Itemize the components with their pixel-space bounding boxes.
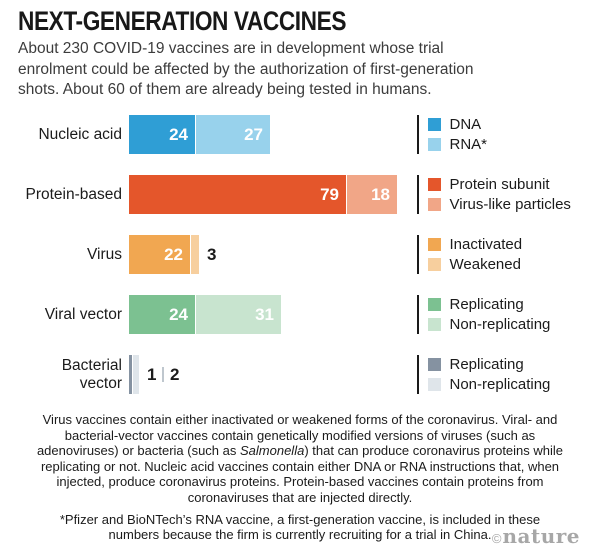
legend-item-non-replicating: Non-replicating	[427, 376, 551, 393]
category-label: Virus	[0, 235, 122, 274]
legend-swatch	[427, 118, 441, 131]
footnote-asterisk: *Pfizer and BioNTech’s RNA vaccine, a fi…	[59, 511, 541, 543]
category-label-line: Protein-based	[25, 185, 122, 203]
bar-segment-rna-: 27	[196, 115, 270, 154]
page-title: NEXT-GENERATION VACCINES	[18, 6, 347, 36]
legend-item-protein-subunit: Protein subunit	[427, 176, 571, 193]
legend-item-inactivated: Inactivated	[427, 236, 523, 253]
bar-segment-replicating: 24	[129, 295, 195, 334]
legend-item-replicating: Replicating	[427, 356, 551, 373]
copyright-symbol: ©	[491, 531, 502, 546]
bar-segment-dna: 24	[129, 115, 195, 154]
legend-item-rna-: RNA*	[427, 136, 488, 153]
header: NEXT-GENERATION VACCINES About 230 COVID…	[18, 6, 578, 101]
legend-label: RNA*	[449, 136, 488, 153]
legend-group: Protein subunit Virus-like particles	[417, 175, 571, 214]
bar-segment-non-replicating	[133, 355, 139, 394]
category-label: Viral vector	[0, 295, 122, 334]
chart-row: Bacterial vector 1 2 Replicating Non-replicat…	[0, 355, 600, 394]
legend-rule	[417, 295, 419, 334]
category-label-line: vector	[79, 374, 122, 392]
legend-label: Replicating	[449, 356, 524, 373]
bar-segment-protein-subunit: 79	[129, 175, 346, 214]
legend-swatch	[427, 318, 441, 331]
outside-value: 3	[207, 244, 217, 264]
chart-row: Nucleic acid 24 27 DNA RNA*	[0, 115, 600, 154]
legend-swatch	[427, 358, 441, 371]
footnote-text: Virus vaccines contain either inactivate…	[36, 412, 558, 459]
bar-segment-non-replicating: 31	[196, 295, 281, 334]
outside-value: 2	[169, 364, 180, 384]
subtitle-line: enrolment could be affected by the autho…	[18, 60, 474, 78]
category-label: Protein-based	[0, 175, 122, 214]
footnote-methodology: Virus vaccines contain either inactivate…	[26, 412, 574, 506]
bar-group: 22 3	[129, 235, 216, 274]
subtitle-line: About 230 COVID-19 vaccines are in devel…	[18, 40, 444, 57]
bar-segment-virus-like-particles: 18	[347, 175, 397, 214]
footnote-salmonella-italic: Salmonella	[240, 443, 305, 459]
subtitle-line: shots. About 60 of them are already bein…	[18, 81, 432, 98]
legend-swatch	[427, 178, 441, 191]
legend-label: Non-replicating	[449, 316, 551, 333]
legend-item-weakened: Weakened	[427, 256, 523, 273]
legend-group: Replicating Non-replicating	[417, 295, 550, 334]
bar-segment-inactivated: 22	[129, 235, 190, 274]
category-label-line: Virus	[86, 245, 122, 263]
legend-swatch	[427, 378, 441, 391]
legend-label: Inactivated	[449, 236, 523, 253]
category-label: Nucleic acid	[0, 115, 122, 154]
legend-label: DNA	[449, 116, 482, 133]
footnotes: Virus vaccines contain either inactivate…	[0, 412, 600, 543]
category-label-line: Nucleic acid	[38, 125, 122, 143]
bar-group: 79 18	[129, 175, 397, 214]
chart-row: Protein-based 79 18 Protein subunit Virus-li…	[0, 175, 600, 214]
category-label: Bacterial vector	[0, 355, 122, 394]
bar-segment-weakened	[191, 235, 199, 274]
legend-rule	[417, 235, 419, 274]
legend-label: Protein subunit	[449, 176, 550, 193]
outside-value: 1	[147, 364, 157, 384]
legend-rule	[417, 355, 419, 394]
legend-item-virus-like-particles: Virus-like particles	[427, 196, 571, 213]
legend-items: Inactivated Weakened	[427, 235, 523, 274]
legend-swatch	[427, 298, 441, 311]
legend-group: DNA RNA*	[417, 115, 487, 154]
bar-group: 24 27	[129, 115, 270, 154]
legend-label: Non-replicating	[449, 376, 551, 393]
nature-credit: © nature	[492, 524, 580, 548]
bar-segment-replicating	[129, 355, 132, 394]
nature-logo: nature	[502, 524, 580, 548]
chart-row: Virus 22 3 Inactivated Weakened	[0, 235, 600, 274]
legend-items: Replicating Non-replicating	[427, 355, 551, 394]
legend-label: Replicating	[449, 296, 524, 313]
chart-row: Viral vector 24 31 Replicating Non-replicati…	[0, 295, 600, 334]
legend-items: Protein subunit Virus-like particles	[427, 175, 571, 214]
legend-items: DNA RNA*	[427, 115, 488, 154]
bar-group: 24 31	[129, 295, 281, 334]
legend-swatch	[427, 238, 441, 251]
legend-rule	[417, 175, 419, 214]
legend-group: Replicating Non-replicating	[417, 355, 550, 394]
value-divider	[162, 367, 164, 382]
subtitle: About 230 COVID-19 vaccines are in devel…	[18, 39, 578, 101]
legend-swatch	[427, 138, 441, 151]
category-label-line: Viral vector	[44, 305, 122, 323]
legend-swatch	[427, 198, 441, 211]
legend-swatch	[427, 258, 441, 271]
legend-group: Inactivated Weakened	[417, 235, 522, 274]
legend-label: Weakened	[449, 256, 521, 273]
footnote-text: ) that can produce coronavirus proteins …	[40, 443, 564, 505]
legend-item-replicating: Replicating	[427, 296, 551, 313]
legend-items: Replicating Non-replicating	[427, 295, 551, 334]
outside-values: 3	[207, 245, 216, 265]
legend-item-dna: DNA	[427, 116, 488, 133]
legend-rule	[417, 115, 419, 154]
category-label-line: Bacterial	[61, 356, 122, 374]
legend-label: Virus-like particles	[449, 196, 571, 213]
legend-item-non-replicating: Non-replicating	[427, 316, 551, 333]
